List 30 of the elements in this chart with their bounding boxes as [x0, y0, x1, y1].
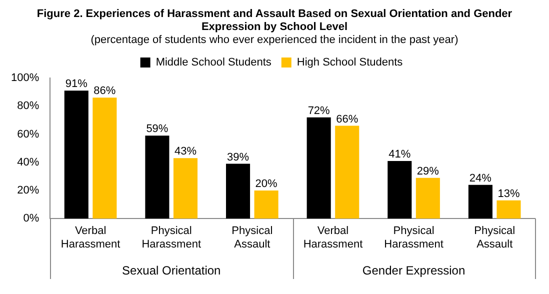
data-label: 13%	[498, 188, 520, 200]
legend-label: High School Students	[296, 56, 404, 69]
data-label: 66%	[336, 113, 358, 126]
x-tick-label: Physical Harassment	[384, 225, 444, 250]
y-tick-label: 20%	[17, 184, 40, 197]
data-label: 59%	[146, 123, 168, 136]
data-label: 24%	[469, 172, 492, 184]
y-tick-label: 80%	[17, 100, 40, 112]
data-label: 43%	[174, 146, 197, 158]
y-tick-label: 0%	[23, 212, 40, 225]
x-tick-label: Verbal Harassment	[60, 225, 120, 250]
y-tick-label: 100%	[10, 72, 40, 84]
data-label: 20%	[255, 178, 278, 190]
x-tick-label: Physical Assault	[232, 225, 273, 250]
x-tick-label: Verbal Harassment	[303, 225, 363, 250]
y-tick-label: 60%	[17, 128, 40, 140]
data-label: 29%	[416, 165, 440, 178]
text: Sexual Orientation	[122, 263, 221, 278]
data-label: 72%	[308, 104, 330, 117]
data-label: 41%	[388, 148, 411, 160]
text: Gender Expression	[362, 263, 466, 278]
y-tick-label: 40%	[17, 156, 40, 168]
chart-title: Figure 2. Experiences of Harassment and Assault Based on Sexual Orientation and Gender Expression by School Level	[36, 8, 514, 34]
x-tick-label: Physical Harassment	[142, 225, 201, 250]
x-tick-label: Physical Assault	[474, 225, 516, 250]
chart-subtitle: (percentage of students who ever experienced the incident in the past year)	[90, 34, 460, 47]
data-label: 39%	[227, 151, 250, 164]
data-label: 86%	[94, 85, 116, 98]
data-label: 91%	[65, 78, 88, 90]
legend-label: Middle School Students	[156, 56, 272, 69]
